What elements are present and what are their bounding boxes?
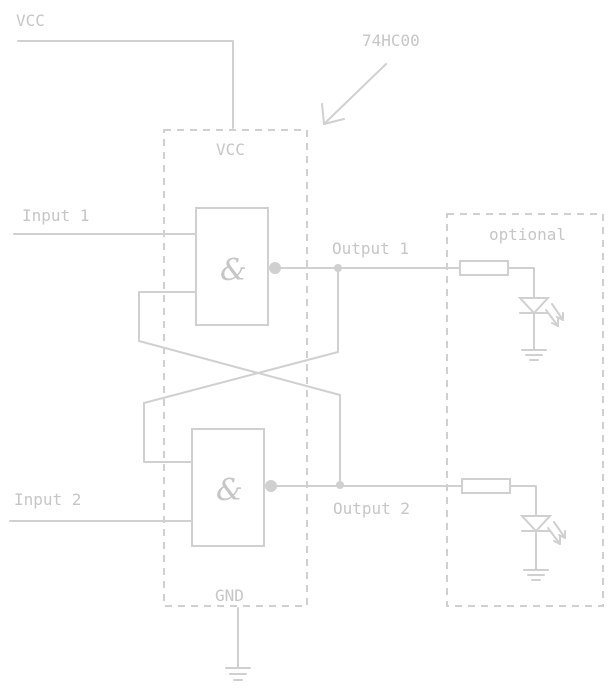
vcc-top-label: VCC [16,11,45,30]
led2-ray-1 [547,527,561,545]
led2-ray-2 [553,521,566,539]
output1-junction [334,264,342,272]
led1-ray-2-head [556,312,564,321]
led2-symbol [519,515,553,533]
led1-ray-1-head [551,318,559,327]
output2-junction [336,481,344,489]
output1-label: Output 1 [332,239,409,258]
vcc-chip-label: VCC [216,140,245,159]
chip-outline [163,129,308,607]
chip-callout-arrowhead [321,103,345,125]
optional-box [446,213,604,607]
led1-symbol [517,297,551,315]
led1-wire-top [507,267,535,299]
gate2-symbol: & [216,473,243,508]
feedback-wire-2 [143,267,339,463]
gnd-label: GND [215,586,244,605]
input1-label: Input 1 [22,206,89,225]
vcc-supply-wire [17,40,234,129]
output2-label: Output 2 [333,499,410,518]
resistor-1 [459,260,509,276]
chip-callout-arrow [323,63,387,125]
optional-label: optional [489,225,566,244]
chip-part-label: 74HC00 [362,31,420,50]
feedback-wire-1 [138,291,341,486]
led2-ray-1-head [553,536,561,545]
led2-ray-2-head [558,530,566,539]
led2-wire-top [509,485,537,517]
led1-ray-2 [551,303,564,321]
resistor-2 [461,478,511,494]
nand-gate-1 [195,207,269,326]
gate1-symbol: & [220,253,247,288]
nand-gate-2 [191,428,265,547]
led1-ray-1 [545,309,559,327]
input2-label: Input 2 [14,490,81,509]
